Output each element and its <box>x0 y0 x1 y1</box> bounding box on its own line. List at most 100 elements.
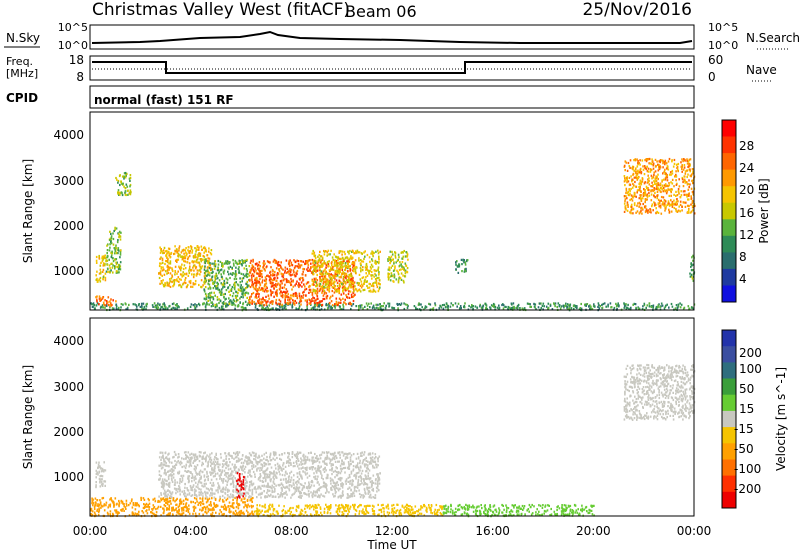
power-cell <box>262 262 265 265</box>
power-cell <box>251 273 254 276</box>
power-cell <box>566 306 568 310</box>
velocity-cell <box>403 511 406 514</box>
power-cell <box>206 303 209 306</box>
velocity-cell <box>484 512 486 516</box>
power-cell <box>652 306 654 309</box>
power-cell <box>353 267 355 271</box>
power-cell <box>104 272 107 275</box>
power-colorbar-swatch <box>722 120 736 137</box>
velocity-cell <box>400 513 403 516</box>
power-cell <box>245 291 248 294</box>
power-cell <box>177 270 179 273</box>
power-cell <box>682 185 685 188</box>
power-cell <box>314 261 317 264</box>
velocity-cell <box>264 510 266 513</box>
velocity-cell <box>544 505 546 508</box>
power-cell <box>397 307 399 310</box>
power-cell <box>296 272 298 276</box>
power-cell <box>639 171 641 174</box>
power-cell <box>628 165 631 168</box>
power-cell <box>651 160 654 164</box>
power-cell <box>293 259 295 262</box>
power-cell <box>689 170 691 173</box>
velocity-cell <box>338 504 340 507</box>
velocity-cell <box>548 504 550 507</box>
power-cell <box>209 279 211 282</box>
power-cell <box>644 166 646 170</box>
power-cell <box>112 271 114 274</box>
velocity-cell <box>445 508 447 511</box>
velocity-cell <box>172 506 174 509</box>
power-cell <box>99 299 101 302</box>
power-cell <box>671 202 673 205</box>
power-cell <box>625 306 628 309</box>
power-cell <box>278 264 280 267</box>
power-cell <box>372 305 375 308</box>
power-cell <box>327 249 330 252</box>
velocity-cell <box>391 504 393 507</box>
power-cell <box>107 304 110 307</box>
power-cell <box>670 173 672 176</box>
power-cell <box>184 255 186 258</box>
power-cell <box>650 168 652 171</box>
power-cell <box>210 301 212 304</box>
velocity-cell <box>451 511 454 515</box>
power-cell <box>205 250 207 253</box>
velocity-cell <box>442 511 445 514</box>
power-cell <box>332 258 335 261</box>
velocity-cell <box>118 499 120 503</box>
power-cell <box>306 260 308 263</box>
power-cell <box>629 166 631 169</box>
velocity-cell <box>387 504 389 508</box>
power-cell <box>210 249 213 252</box>
power-cell <box>208 303 210 306</box>
power-cell <box>183 260 185 263</box>
power-cell <box>312 306 314 309</box>
power-cell <box>669 171 672 174</box>
power-cell <box>305 282 308 285</box>
velocity-cell <box>455 510 457 514</box>
velocity-cell <box>340 503 343 506</box>
power-cell <box>447 305 449 308</box>
power-cell <box>635 211 637 214</box>
power-cell <box>298 292 301 295</box>
power-cell <box>375 269 378 272</box>
power-cell <box>106 302 108 305</box>
power-cell <box>203 275 206 278</box>
power-cell <box>306 281 309 284</box>
velocity-cell <box>445 504 447 507</box>
velocity-cell <box>211 513 213 516</box>
power-cell <box>650 193 653 196</box>
power-cell <box>256 288 259 291</box>
power-cell <box>389 258 392 261</box>
power-cell <box>100 305 102 308</box>
power-cell <box>271 274 274 277</box>
power-cell <box>623 164 626 167</box>
velocity-cell <box>273 508 276 511</box>
power-cell <box>257 281 259 284</box>
power-cell <box>178 249 180 252</box>
power-cell <box>185 286 188 289</box>
velocity-cell <box>406 507 408 510</box>
power-cell <box>235 277 238 281</box>
power-cell <box>209 294 212 297</box>
power-cell <box>116 178 118 181</box>
velocity-cell <box>538 514 541 517</box>
power-cell <box>337 262 339 265</box>
velocity-cell <box>185 502 188 505</box>
power-cell <box>684 170 687 173</box>
power-cell <box>342 285 345 288</box>
power-cell <box>172 306 175 309</box>
power-cell <box>299 278 301 281</box>
power-cell <box>639 159 641 162</box>
velocity-cell <box>265 510 267 513</box>
velocity-cell <box>306 504 308 507</box>
power-cell <box>169 260 172 263</box>
power-cell <box>183 272 186 275</box>
velocity-cell <box>467 513 470 516</box>
power-cell <box>360 283 363 286</box>
power-cell <box>607 305 609 308</box>
power-cell <box>677 162 680 166</box>
power-cell <box>190 303 193 306</box>
velocity-cell <box>163 511 165 514</box>
